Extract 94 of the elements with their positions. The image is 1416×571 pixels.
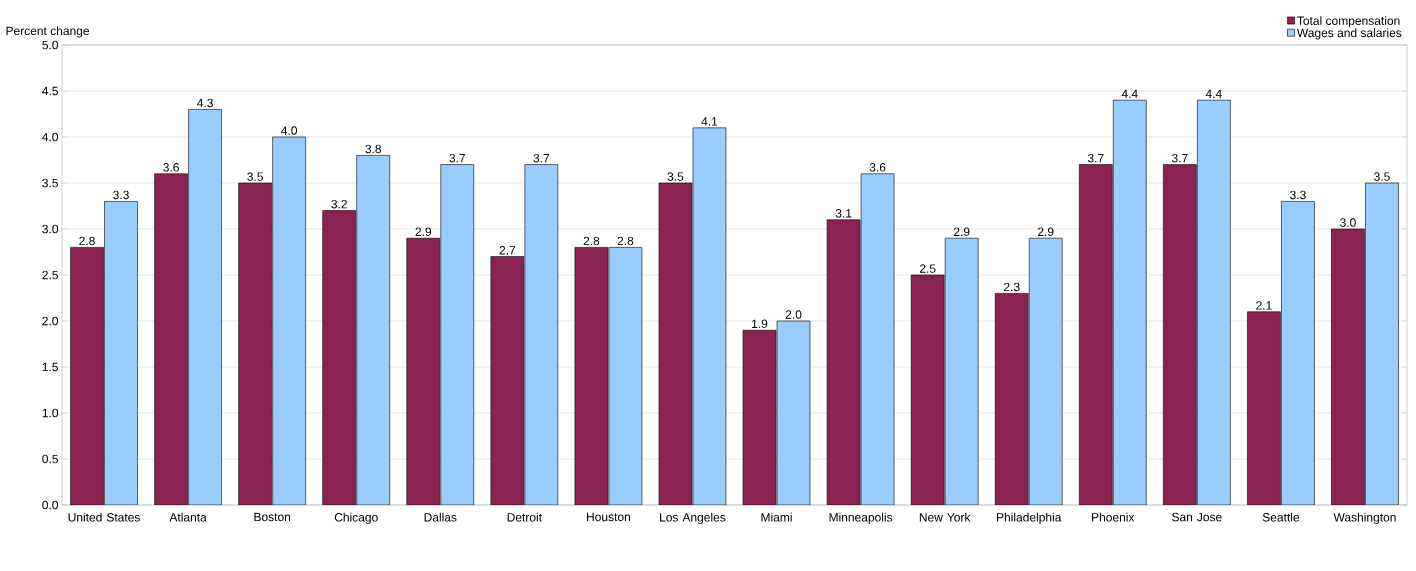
x-tick-label: Houston [587,512,630,522]
x-tick-label: Dallas [424,512,457,522]
data-label: 2.9 [415,227,432,237]
bar [272,137,306,505]
y-tick-label: 3.5 [42,178,58,188]
bar [945,238,979,505]
x-tick-label: Detroit [507,512,542,522]
data-label: 1.9 [752,319,768,329]
y-tick-label: 3.0 [42,224,59,234]
x-tick-label: Seattle [1262,512,1300,522]
bar [490,256,524,505]
bar [70,247,104,505]
data-label: 3.6 [869,163,886,172]
bar [356,155,390,505]
bar [574,247,608,505]
y-tick-label: 4.0 [42,132,59,142]
bar [154,173,188,505]
data-label: 3.7 [1171,153,1188,163]
x-tick-label: Phoenix [1092,512,1135,522]
data-label: 2.3 [1003,282,1020,292]
y-tick-label: 1.0 [42,408,59,418]
bar [692,127,726,505]
x-tick-label: Miami [761,512,792,522]
data-label: 2.8 [617,236,634,246]
data-label: 3.6 [163,163,179,172]
bar [406,238,440,505]
data-label: 3.8 [365,144,382,154]
x-tick-label: Atlanta [169,512,207,522]
legend-label: Wages and salaries [1296,28,1402,40]
y-tick-label: 1.5 [42,362,58,372]
x-tick-label: New York [919,512,971,522]
bar [608,247,642,505]
x-tick-label: Chicago [334,512,378,524]
data-label: 4.1 [701,117,718,126]
data-label: 2.5 [919,264,936,273]
data-label: 2.7 [499,246,516,255]
bar [827,219,861,505]
bar [995,293,1029,505]
x-tick-label: United States [68,512,140,522]
bar [861,173,895,505]
x-tick-label: Boston [254,512,291,522]
bar [1029,238,1063,505]
data-label: 4.4 [1205,89,1222,98]
bar [440,164,474,505]
data-label: 2.1 [1256,301,1272,310]
bar [1281,201,1315,505]
bar [524,164,558,505]
data-label: 4.3 [197,98,213,108]
x-tick-label: Minneapolis [829,512,893,524]
data-label: 3.1 [835,209,852,218]
bar [777,321,811,505]
y-axis-title: Percent change [6,26,90,38]
data-label: 3.5 [667,172,684,181]
y-tick-label: 4.5 [42,86,58,96]
bar [658,183,692,505]
x-tick-label: Washington [1333,512,1396,524]
y-tick-label: 0.5 [42,454,58,464]
data-label: 4.4 [1121,89,1138,98]
bar [188,109,222,505]
data-label: 3.0 [1340,218,1356,227]
data-label: 2.8 [79,236,95,246]
y-tick-label: 0.0 [42,500,59,510]
bar [1247,311,1281,505]
bar [238,183,272,505]
bar [1365,182,1399,505]
data-label: 2.0 [785,310,802,319]
bar [1163,164,1197,505]
data-label: 3.7 [1087,153,1104,163]
y-tick-label: 2.0 [42,316,59,326]
legend-label: Total compensation [1297,16,1400,28]
data-label: 2.9 [1037,227,1054,237]
data-label: 3.7 [533,153,550,163]
x-tick-label: Los Angeles [660,512,726,524]
bar [1197,100,1231,505]
x-tick-label: Philadelphia [997,512,1062,524]
data-label: 3.5 [1374,172,1390,181]
data-label: 3.5 [247,172,263,181]
data-label: 2.9 [953,227,970,237]
bar [322,210,356,505]
data-label: 4.0 [281,126,298,135]
data-label: 3.2 [331,199,347,209]
bar [743,330,777,505]
x-tick-label: San Jose [1172,512,1222,522]
bar [104,201,138,505]
bar [1079,164,1113,505]
bar [911,275,945,505]
data-label: 3.3 [1290,190,1306,200]
data-label: 3.7 [449,153,466,163]
y-tick-label: 5.0 [42,40,59,50]
bar [1113,100,1147,505]
data-label: 2.8 [583,236,600,246]
bar [1331,228,1365,505]
data-label: 3.3 [113,190,129,200]
y-tick-label: 2.5 [42,270,58,280]
